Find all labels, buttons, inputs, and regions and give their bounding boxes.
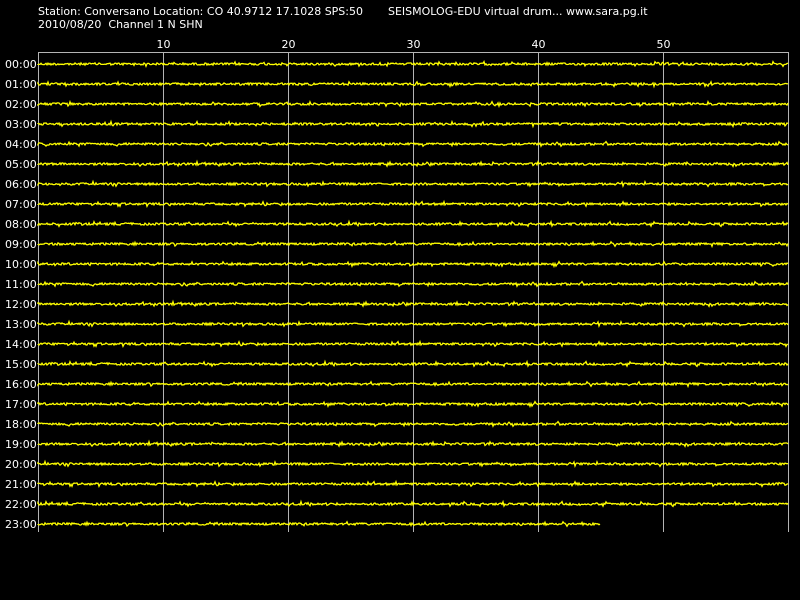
trace-0400 bbox=[37, 140, 789, 148]
hour-label-1900: 19:00 bbox=[5, 438, 37, 451]
hour-label-1300: 13:00 bbox=[5, 318, 37, 331]
trace-0700 bbox=[37, 199, 789, 209]
minute-label-50: 50 bbox=[657, 38, 671, 51]
traces bbox=[37, 60, 789, 528]
hour-label-1500: 15:00 bbox=[5, 358, 37, 371]
trace-0000 bbox=[37, 60, 789, 69]
hour-label-0200: 02:00 bbox=[5, 98, 37, 111]
trace-0300 bbox=[37, 119, 789, 129]
hour-label-0000: 00:00 bbox=[5, 58, 37, 71]
hour-labels: 00:00 01:00 02:00 03:00 04:00 05:00 06:00 07:00… bbox=[5, 58, 37, 531]
hour-label-0400: 04:00 bbox=[5, 138, 37, 151]
minute-label-30: 30 bbox=[407, 38, 421, 51]
trace-0200 bbox=[37, 99, 789, 109]
trace-1400 bbox=[37, 339, 789, 349]
hour-label-0600: 06:00 bbox=[5, 178, 37, 191]
trace-0600 bbox=[37, 179, 789, 189]
trace-0500 bbox=[37, 159, 789, 168]
hour-label-2200: 22:00 bbox=[5, 498, 37, 511]
trace-0100 bbox=[37, 80, 789, 89]
hour-label-0500: 05:00 bbox=[5, 158, 37, 171]
hour-label-1600: 16:00 bbox=[5, 378, 37, 391]
trace-1100 bbox=[37, 280, 789, 288]
date-channel-info: 2010/08/20 Channel 1 N SHN bbox=[38, 18, 203, 31]
hour-label-0100: 01:00 bbox=[5, 78, 37, 91]
trace-0800 bbox=[37, 219, 789, 228]
trace-1600 bbox=[37, 380, 789, 389]
hour-label-1100: 11:00 bbox=[5, 278, 37, 291]
trace-1200 bbox=[37, 299, 789, 308]
hour-label-2300: 23:00 bbox=[5, 518, 37, 531]
hour-label-1000: 10:00 bbox=[5, 258, 37, 271]
trace-0900 bbox=[37, 240, 789, 249]
program-title: SEISMOLOG-EDU virtual drum... www.sara.p… bbox=[388, 5, 648, 18]
trace-2200 bbox=[37, 499, 789, 508]
trace-2100 bbox=[37, 479, 789, 489]
minute-label-20: 20 bbox=[282, 38, 296, 51]
hour-label-0300: 03:00 bbox=[5, 118, 37, 131]
minute-ticks: 10 20 30 40 50 bbox=[157, 38, 671, 51]
station-info: Station: Conversano Location: CO 40.9712… bbox=[38, 5, 363, 18]
trace-1900 bbox=[37, 439, 789, 448]
hour-label-0800: 08:00 bbox=[5, 218, 37, 231]
minute-label-40: 40 bbox=[532, 38, 546, 51]
hour-label-1800: 18:00 bbox=[5, 418, 37, 431]
minute-label-10: 10 bbox=[157, 38, 171, 51]
trace-1800 bbox=[37, 420, 789, 428]
hour-label-2100: 21:00 bbox=[5, 478, 37, 491]
trace-1500 bbox=[37, 359, 789, 368]
hour-label-0700: 07:00 bbox=[5, 198, 37, 211]
trace-1300 bbox=[37, 319, 789, 329]
grid-layer bbox=[38, 52, 789, 532]
trace-2300 bbox=[37, 520, 601, 528]
trace-1000 bbox=[37, 260, 789, 269]
hour-label-0900: 09:00 bbox=[5, 238, 37, 251]
hour-label-1400: 14:00 bbox=[5, 338, 37, 351]
hour-label-1200: 12:00 bbox=[5, 298, 37, 311]
hour-label-1700: 17:00 bbox=[5, 398, 37, 411]
trace-2000 bbox=[37, 459, 789, 469]
hour-label-2000: 20:00 bbox=[5, 458, 37, 471]
trace-1700 bbox=[37, 400, 789, 409]
